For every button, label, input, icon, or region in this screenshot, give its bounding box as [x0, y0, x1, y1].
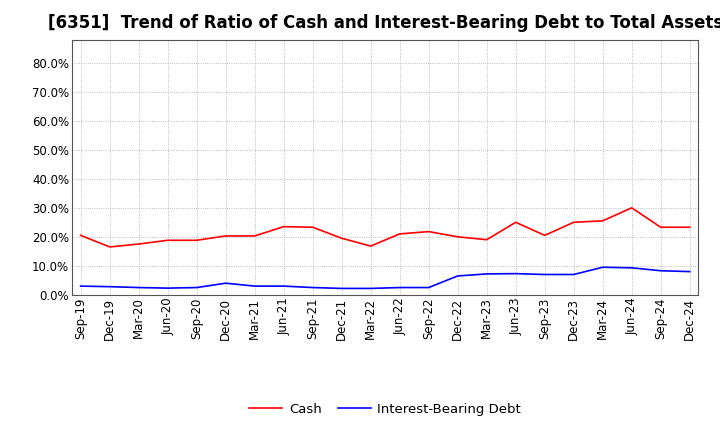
Line: Cash: Cash — [81, 208, 690, 247]
Interest-Bearing Debt — [570, 272, 578, 277]
Interest-Bearing Debt — [598, 264, 607, 270]
Cash — [279, 224, 288, 229]
Cash — [454, 234, 462, 239]
Cash — [424, 229, 433, 234]
Cash — [163, 238, 172, 243]
Interest-Bearing Debt — [685, 269, 694, 274]
Cash — [570, 220, 578, 225]
Cash — [541, 233, 549, 238]
Cash — [657, 224, 665, 230]
Interest-Bearing Debt — [511, 271, 520, 276]
Interest-Bearing Debt — [338, 286, 346, 291]
Cash — [135, 242, 143, 247]
Cash — [251, 233, 259, 238]
Cash — [627, 205, 636, 210]
Interest-Bearing Debt — [308, 285, 317, 290]
Cash — [395, 231, 404, 237]
Interest-Bearing Debt — [627, 265, 636, 271]
Cash — [338, 235, 346, 241]
Interest-Bearing Debt — [76, 283, 85, 289]
Interest-Bearing Debt — [105, 284, 114, 290]
Interest-Bearing Debt — [279, 283, 288, 289]
Interest-Bearing Debt — [163, 286, 172, 291]
Legend: Cash, Interest-Bearing Debt: Cash, Interest-Bearing Debt — [244, 397, 526, 421]
Interest-Bearing Debt — [221, 281, 230, 286]
Cash — [221, 233, 230, 238]
Cash — [482, 237, 491, 242]
Interest-Bearing Debt — [395, 285, 404, 290]
Cash — [366, 243, 375, 249]
Cash — [685, 224, 694, 230]
Cash — [76, 233, 85, 238]
Interest-Bearing Debt — [135, 285, 143, 290]
Line: Interest-Bearing Debt: Interest-Bearing Debt — [81, 267, 690, 289]
Interest-Bearing Debt — [192, 285, 201, 290]
Cash — [598, 218, 607, 224]
Interest-Bearing Debt — [424, 285, 433, 290]
Title: [6351]  Trend of Ratio of Cash and Interest-Bearing Debt to Total Assets: [6351] Trend of Ratio of Cash and Intere… — [48, 15, 720, 33]
Interest-Bearing Debt — [366, 286, 375, 291]
Interest-Bearing Debt — [482, 271, 491, 277]
Cash — [511, 220, 520, 225]
Cash — [192, 238, 201, 243]
Interest-Bearing Debt — [251, 283, 259, 289]
Interest-Bearing Debt — [657, 268, 665, 273]
Cash — [308, 224, 317, 230]
Interest-Bearing Debt — [454, 273, 462, 279]
Interest-Bearing Debt — [541, 272, 549, 277]
Cash — [105, 244, 114, 249]
